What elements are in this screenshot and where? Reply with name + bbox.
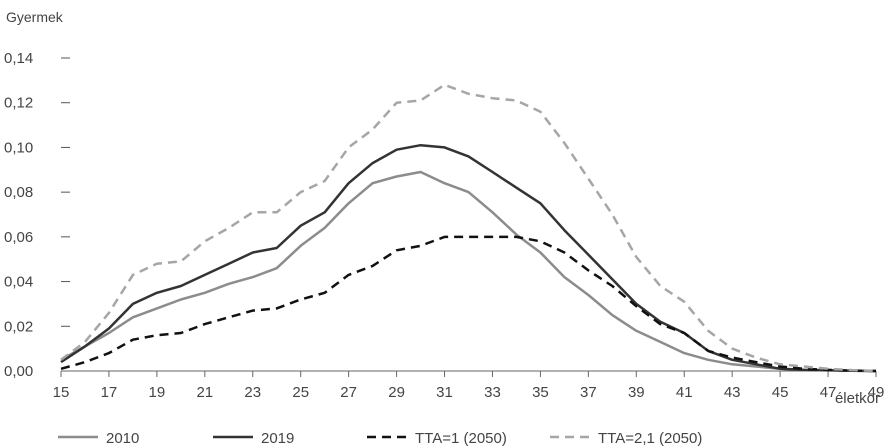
legend-label-3: TTA=1 (2050) (415, 430, 507, 447)
y-tick-label: 0,00 (4, 363, 33, 380)
y-tick-label: 0,06 (4, 229, 33, 246)
x-tick-label: 37 (580, 384, 597, 401)
legend-label-1: 2010 (106, 430, 139, 447)
x-tick-label: 23 (244, 384, 261, 401)
x-tick-label: 41 (676, 384, 693, 401)
legend-label-2: 2019 (261, 430, 294, 447)
x-tick-label: 45 (772, 384, 789, 401)
y-tick-label: 0,14 (4, 50, 33, 67)
x-tick-label: 33 (484, 384, 501, 401)
x-tick-label: 49 (868, 384, 885, 401)
series-line-4 (60, 83, 877, 373)
y-tick-label: 0,02 (4, 318, 33, 335)
series-line-2 (60, 143, 877, 373)
x-tick-label: 47 (820, 384, 837, 401)
x-tick-label: 25 (292, 384, 309, 401)
x-tick-label: 27 (340, 384, 357, 401)
x-tick-label: 29 (388, 384, 405, 401)
x-tick-label: 35 (532, 384, 549, 401)
x-tick-label: 31 (436, 384, 453, 401)
y-tick-label: 0,10 (4, 139, 33, 156)
x-tick-label: 39 (628, 384, 645, 401)
y-axis: 0,00 0,02 0,04 0,06 0,08 0,10 0,12 0,14 (4, 50, 70, 380)
x-tick-label: 43 (724, 384, 741, 401)
legend-label-4: TTA=2,1 (2050) (598, 430, 702, 447)
x-axis-label: életkor (835, 390, 880, 407)
x-axis: 15 17 19 21 23 25 27 29 31 33 35 37 39 41 43 45 47 49 (53, 370, 885, 401)
x-tick-label: 17 (101, 384, 118, 401)
y-axis-label: Gyermek (6, 9, 64, 25)
plot-area (60, 83, 877, 373)
legend: 2010 2019 TTA=1 (2050) TTA=2,1 (2050) (58, 430, 702, 447)
x-tick-label: 15 (53, 384, 70, 401)
x-tick-label: 21 (196, 384, 213, 401)
series-line-3 (60, 235, 877, 373)
x-tick-label: 19 (149, 384, 166, 401)
y-tick-label: 0,04 (4, 274, 33, 291)
y-tick-label: 0,12 (4, 95, 33, 112)
series-line-1 (60, 170, 877, 373)
y-tick-label: 0,08 (4, 184, 33, 201)
